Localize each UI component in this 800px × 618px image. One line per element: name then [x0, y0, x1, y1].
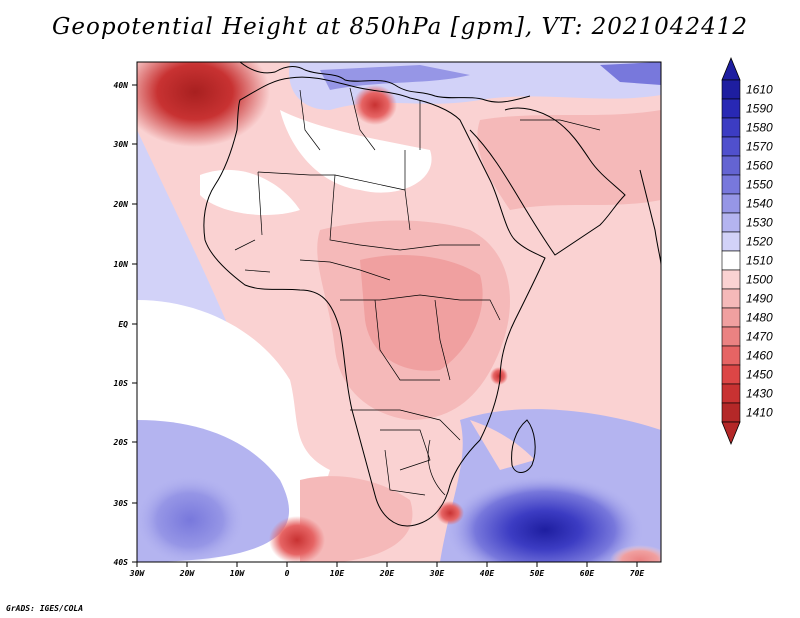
colorbar-swatch: [721, 174, 741, 195]
lat-label: 10S: [114, 379, 129, 388]
map-frame: [136, 61, 662, 563]
madagascar-coastline: [511, 419, 536, 473]
colorbar-swatch: [721, 250, 741, 271]
colorbar-swatch: [721, 98, 741, 119]
lon-label: 10W: [230, 569, 246, 578]
colorbar-label: 1450: [746, 368, 773, 382]
colorbar-label: 1540: [746, 197, 773, 211]
lat-label: 30N: [113, 140, 129, 149]
colorbar-swatch: [721, 155, 741, 176]
colorbar-label: 1590: [746, 102, 773, 116]
colorbar-swatch: [721, 364, 741, 385]
colorbar-swatch: [721, 288, 741, 309]
colorbar-label: 1570: [746, 140, 773, 154]
lon-label: 60E: [580, 569, 595, 578]
colorbar-label: 1480: [746, 311, 773, 325]
coastlines: [203, 62, 661, 527]
colorbar-label: 1460: [746, 349, 773, 363]
chart-title: Geopotential Height at 850hPa [gpm], VT:…: [52, 14, 748, 40]
europe-coastline: [239, 62, 531, 103]
colorbar-arrow-bottom: [721, 421, 741, 446]
colorbar-label: 1560: [746, 159, 773, 173]
lat-label: 40N: [114, 81, 129, 90]
longitude-labels: 30W 20W 10W 0 10E 20E 30E 40E 50E 60E 70…: [129, 569, 645, 578]
colorbar-arrow-top: [721, 56, 741, 81]
colorbar-swatch: [721, 402, 741, 423]
lat-label: 20N: [113, 200, 129, 209]
lon-label: 50E: [530, 569, 545, 578]
colorbar-label: 1520: [746, 235, 773, 249]
country-borders: [234, 87, 601, 496]
india-coastline: [639, 169, 661, 266]
colorbar-swatch: [721, 326, 741, 347]
colorbar-label: 1580: [746, 121, 773, 135]
colorbar-label: 1530: [746, 216, 773, 230]
colorbar-swatch: [721, 345, 741, 366]
lon-label: 20W: [179, 569, 196, 578]
lon-label: 10E: [330, 569, 345, 578]
lat-label: 10N: [114, 260, 129, 269]
lon-label: 40E: [480, 569, 495, 578]
colorbar-label: 1470: [746, 330, 773, 344]
colorbar: 1610 1590 1580 1570 1560 1550 1540 1530 1520 1510…: [721, 56, 773, 446]
colorbar-swatch: [721, 383, 741, 404]
arabia-coastline: [469, 107, 626, 256]
colorbar-label: 1610: [746, 83, 773, 97]
latitude-labels: 40N 30N 20N 10N EQ 10S 20S 30S 40S: [113, 81, 129, 567]
colorbar-label: 1510: [746, 254, 773, 268]
lat-label: EQ: [118, 320, 128, 329]
colorbar-swatch: [721, 117, 741, 138]
colorbar-label: 1430: [746, 387, 773, 401]
colorbar-swatch: [721, 212, 741, 233]
colorbar-label: 1490: [746, 292, 773, 306]
colorbar-label: 1550: [746, 178, 773, 192]
africa-coastline: [203, 76, 546, 527]
colorbar-swatch: [721, 231, 741, 252]
colorbar-swatch: [721, 193, 741, 214]
lat-label: 40S: [114, 558, 129, 567]
credit-text: GrADS: IGES/COLA: [6, 604, 84, 613]
height-field: [137, 62, 661, 562]
colorbar-swatch: [721, 136, 741, 157]
colorbar-swatch: [721, 79, 741, 100]
colorbar-swatch: [721, 307, 741, 328]
lat-label: 20S: [113, 438, 129, 447]
colorbar-swatch: [721, 269, 741, 290]
lon-label: 30W: [129, 569, 146, 578]
colorbar-label: 1410: [746, 406, 773, 420]
colorbar-label: 1500: [746, 273, 773, 287]
lon-label: 70E: [630, 569, 645, 578]
lon-label: 20E: [379, 569, 395, 578]
lon-label: 0: [285, 569, 290, 578]
axis-ticks: [132, 84, 638, 567]
lon-label: 30E: [429, 569, 445, 578]
lat-label: 30S: [113, 499, 129, 508]
